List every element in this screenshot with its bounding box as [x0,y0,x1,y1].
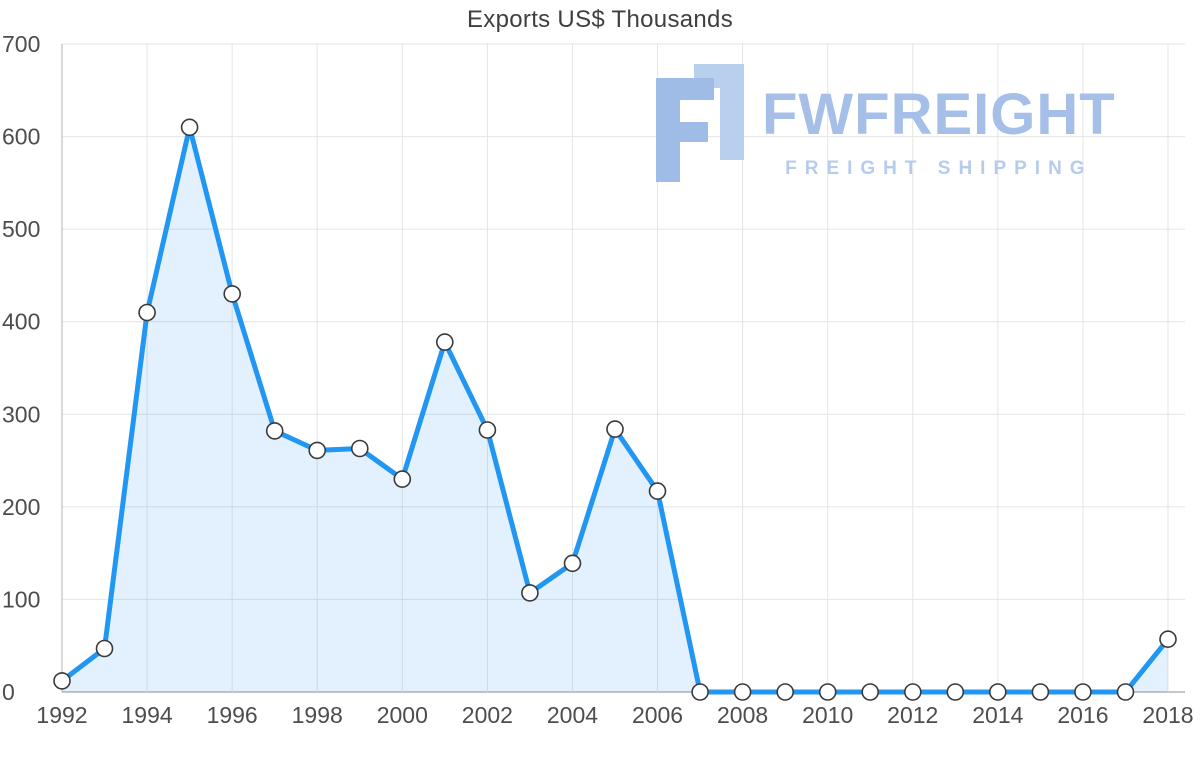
data-point [393,470,412,488]
data-point [435,333,454,351]
x-tick-label: 2008 [717,702,768,728]
data-point [478,421,497,439]
data-point [521,584,539,602]
data-point [861,683,880,701]
data-point [606,420,624,438]
data-point [265,422,284,440]
x-tick-label: 2012 [887,702,938,728]
y-tick-label: 400 [2,309,40,335]
data-point [95,639,114,658]
x-tick-label: 2002 [462,702,513,728]
data-point [1031,683,1050,701]
data-point [903,683,922,701]
data-point [350,439,369,458]
x-tick-label: 2006 [632,702,683,728]
data-point [988,683,1007,701]
chart-title: Exports US$ Thousands [467,6,733,33]
y-tick-label: 100 [2,586,40,612]
data-point [223,285,241,303]
series-area [62,127,1168,693]
data-point [1159,630,1177,649]
data-point [733,683,752,701]
data-point [308,441,327,460]
x-tick-label: 1992 [36,702,87,728]
y-tick-label: 700 [2,31,40,57]
x-tick-label: 1996 [207,702,258,728]
x-tick-label: 2010 [802,702,853,728]
x-tick-label: 2016 [1057,702,1108,728]
data-point [818,683,837,701]
x-tick-label: 2014 [972,702,1023,728]
y-tick-label: 200 [2,494,40,520]
x-tick-label: 1998 [292,702,343,728]
data-point [946,683,965,701]
data-point [1074,683,1092,701]
data-point [1116,683,1135,701]
y-tick-label: 0 [2,679,15,705]
data-point [563,554,582,573]
data-point [776,683,795,701]
y-tick-label: 600 [2,124,40,150]
data-point [53,672,71,690]
data-point [648,482,667,500]
x-tick-label: 1994 [121,702,172,728]
data-point [691,683,709,701]
data-point [138,303,156,322]
x-tick-label: 2000 [377,702,428,728]
y-tick-label: 500 [2,216,40,242]
data-point [180,118,199,137]
x-tick-label: 2004 [547,702,598,728]
y-tick-label: 300 [2,401,40,427]
x-tick-label: 2018 [1142,702,1193,728]
